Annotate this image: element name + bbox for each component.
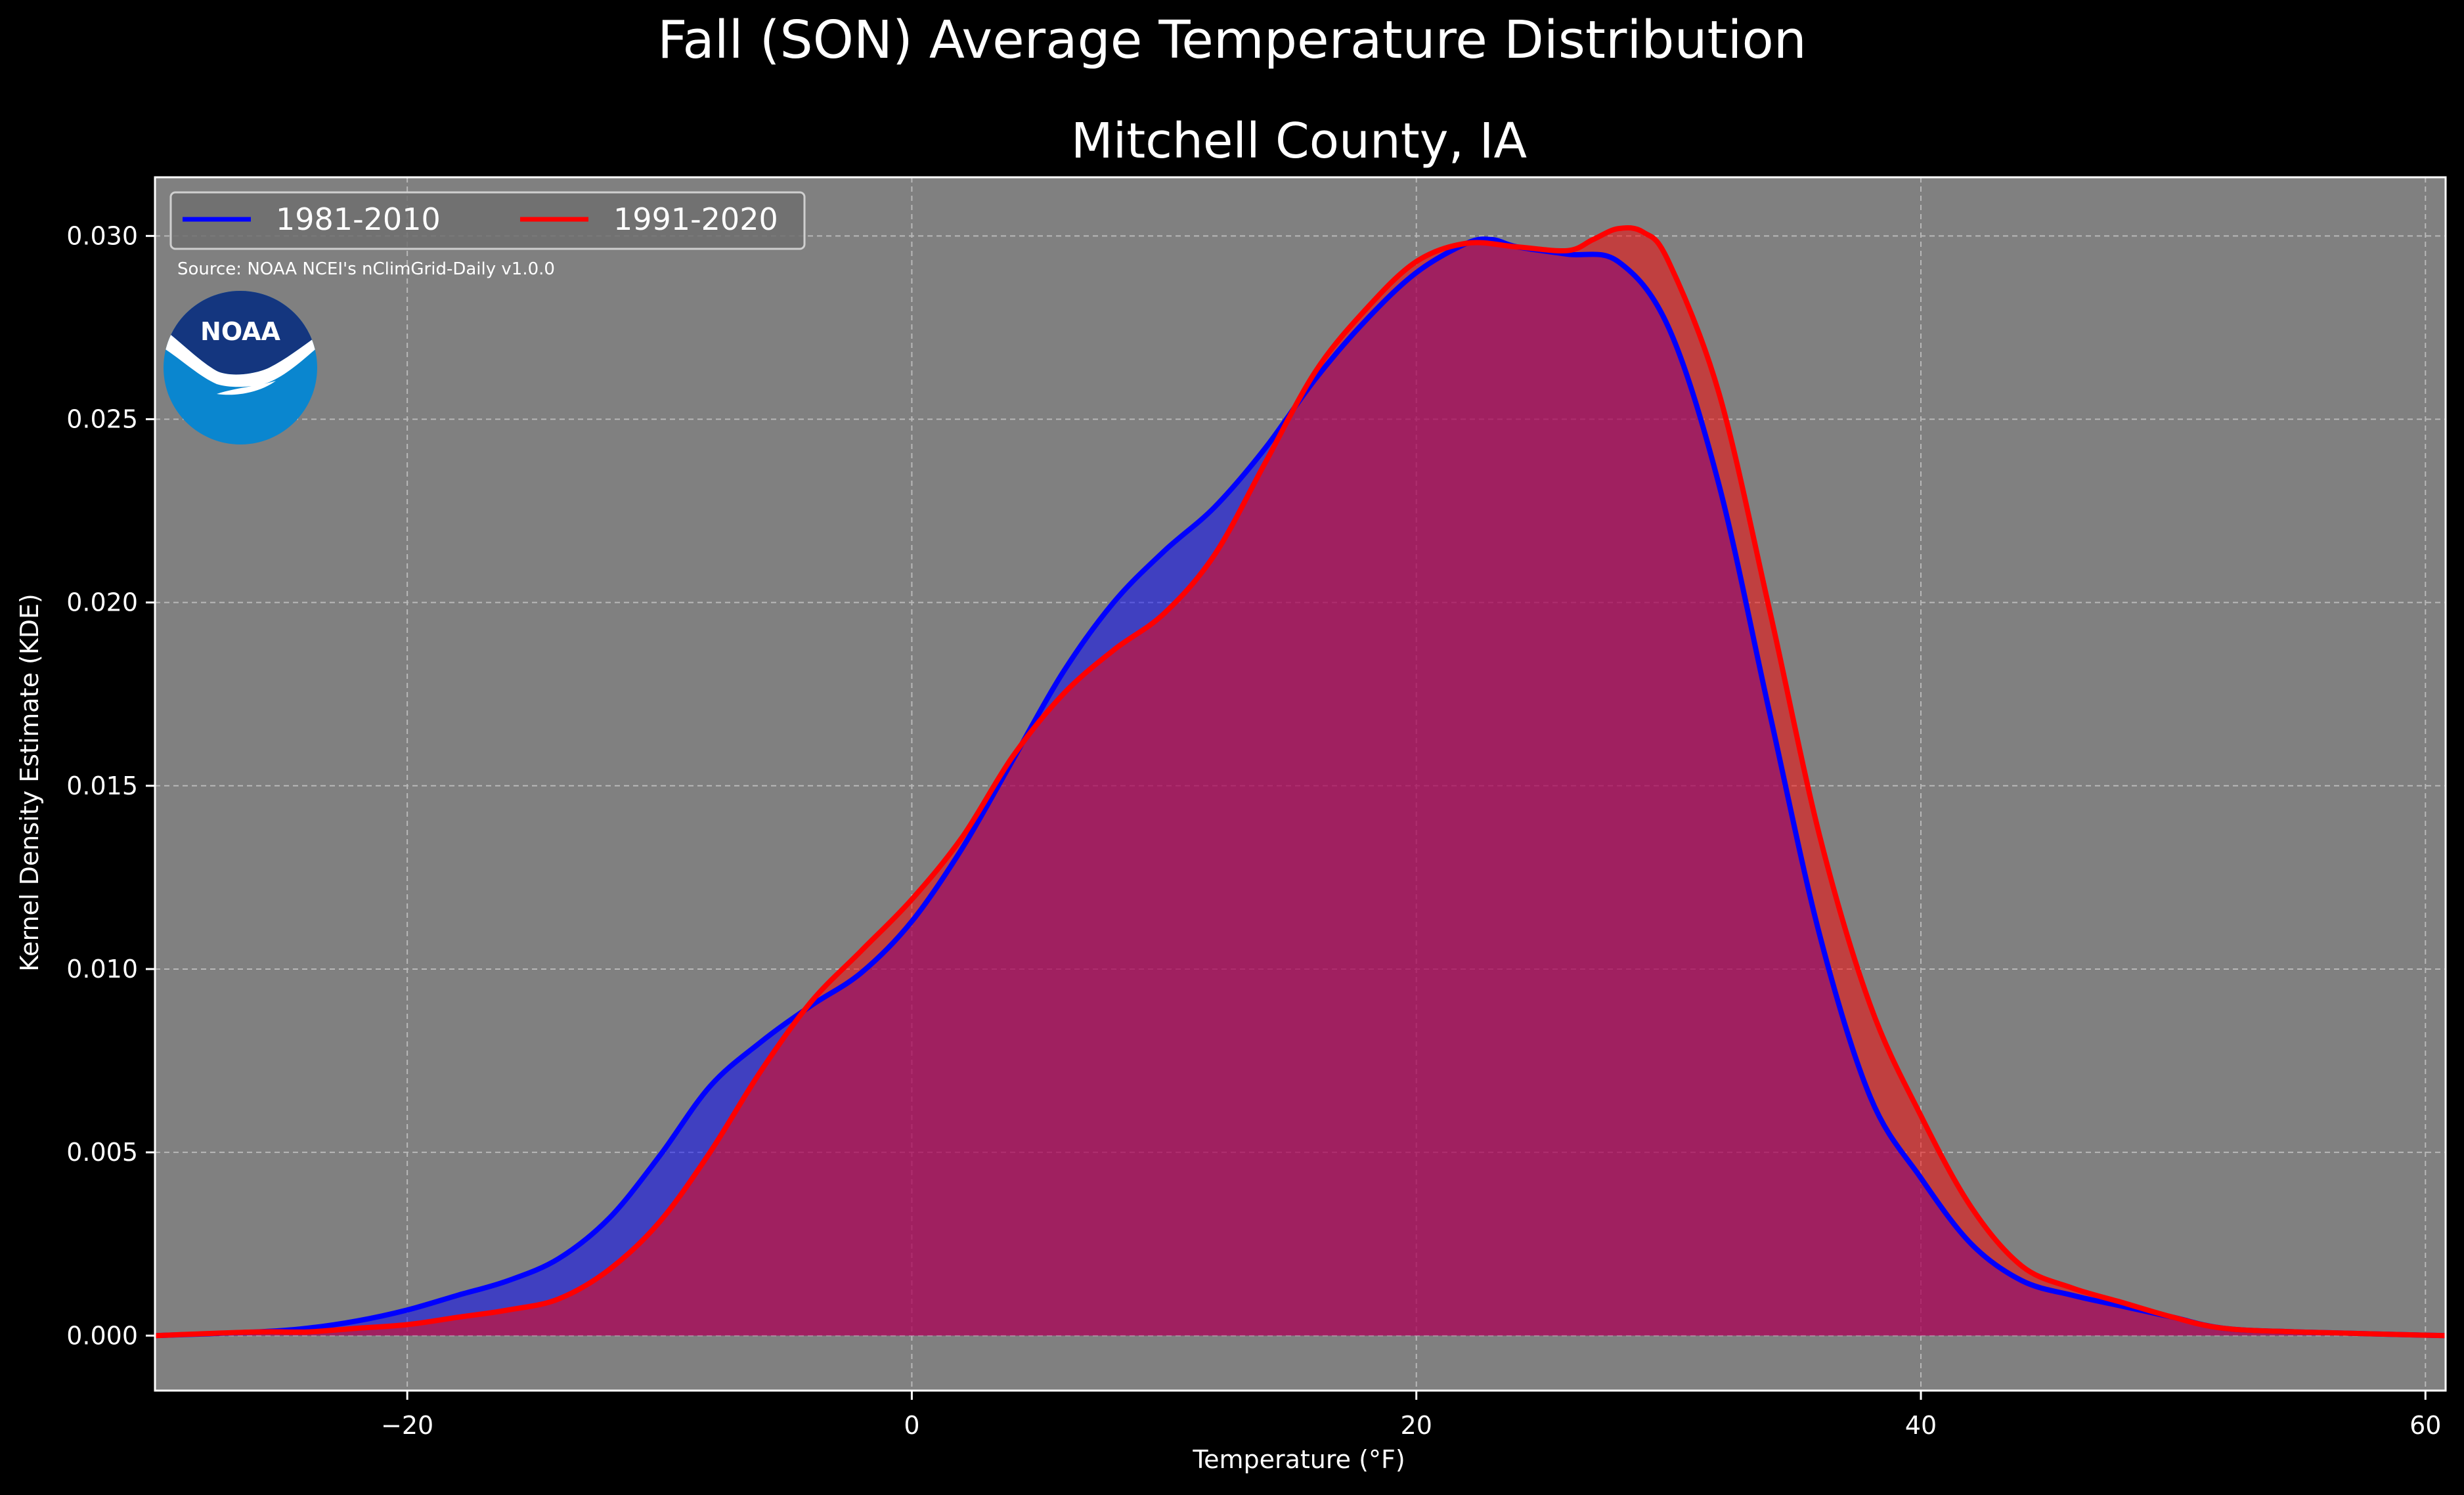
noaa-logo-upper-field — [164, 291, 317, 375]
y-tick-label: 0.025 — [66, 404, 138, 433]
plot-frame — [154, 176, 2447, 1392]
noaa-logo-bird — [164, 325, 317, 395]
series-layer — [155, 225, 2446, 1339]
y-axis-label: Kernel Density Estimate (KDE) — [15, 594, 44, 972]
series-line-2 — [155, 225, 2446, 1339]
source-note: Source: NOAA NCEI's nClimGrid-Daily v1.0… — [177, 259, 555, 279]
chart-subtitle: Mitchell County, IA — [1071, 113, 1528, 169]
x-tick-label: 40 — [1905, 1411, 1937, 1440]
x-axis-label: Temperature (°F) — [1192, 1445, 1405, 1474]
legend-label-series-1: 1981-2010 — [276, 202, 441, 237]
y-tick-label: 0.000 — [66, 1321, 138, 1350]
series-line-1 — [155, 236, 2446, 1339]
noaa-logo-text: NOAA — [200, 317, 280, 346]
chart-title: Fall (SON) Average Temperature Distribut… — [657, 10, 1807, 70]
legend-box — [169, 191, 806, 250]
y-tick-label: 0.030 — [66, 221, 138, 250]
y-tick-label: 0.005 — [66, 1138, 138, 1167]
noaa-logo: NOAA — [164, 291, 317, 444]
y-tick-label: 0.020 — [66, 588, 138, 617]
y-tick-label: 0.015 — [66, 771, 138, 800]
x-tick-label: 20 — [1401, 1411, 1432, 1440]
legend-label-series-2: 1991-2020 — [613, 202, 778, 237]
axis-ticks: −20 0 20 40 60 0.000 0.005 0.010 0.015 0.020 0.025… — [66, 221, 2441, 1440]
x-tick-label: 60 — [2409, 1411, 2441, 1440]
y-tick-label: 0.010 — [66, 955, 138, 984]
legend: 1981-2010 1991-2020 — [169, 191, 806, 250]
x-tick-label: 0 — [904, 1411, 919, 1440]
x-tick-label: −20 — [381, 1411, 433, 1440]
series-fill-2 — [155, 227, 2446, 1336]
